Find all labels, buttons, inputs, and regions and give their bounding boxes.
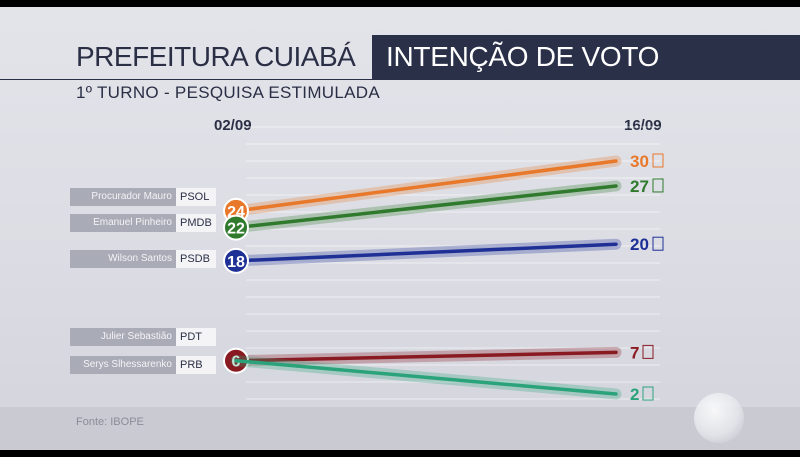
line-chart: 302427222018762 [223,126,664,404]
chart-panel: PREFEITURA CUIABÁ INTENÇÃO DE VOTO 1º TU… [0,7,800,450]
date-label-start: 02/09 [214,117,252,134]
source-note: Fonte: IBOPE [76,416,144,428]
subtitle: 1º TURNO - PESQUISA ESTIMULADA [76,83,380,102]
party-tag [652,236,664,251]
end-value-label: 30 [630,152,649,171]
date-label-end: 16/09 [624,117,662,134]
party-tag [652,153,664,168]
candidate-name: Procurador Mauro [70,188,176,206]
banner-title: INTENÇÃO DE VOTO [386,41,660,72]
footer-band [0,407,800,450]
candidate-party: PSDB [176,250,216,268]
candidate-party: PRB [176,356,216,374]
start-value-label: 22 [227,221,245,238]
series-line [234,184,618,230]
broadcaster-logo [694,393,744,443]
start-value-label: 18 [227,254,245,271]
candidate-name: Wilson Santos [70,250,176,268]
candidate-name: Emanuel Pinheiro [70,214,176,232]
page-title: PREFEITURA CUIABÁ [76,41,356,72]
start-point [223,247,249,274]
candidate-party: PDT [176,328,216,346]
title-underline [0,79,372,80]
candidate-party: PSOL [176,188,216,206]
party-tag [642,344,654,359]
end-value-label: 2 [630,385,639,404]
title-banner [372,35,800,80]
series-line [234,242,618,263]
series-line [234,350,618,363]
party-tag [652,178,664,193]
end-value-label: 7 [630,343,639,362]
series-line [234,159,618,213]
series-line [234,358,618,396]
start-point [223,214,249,241]
candidate-name: Serys Slhessarenko [70,356,176,374]
candidate-party: PMDB [176,214,216,232]
end-value-label: 20 [630,235,649,254]
party-tag [642,386,654,401]
candidate-name: Julier Sebastião [70,328,176,346]
end-value-label: 27 [630,177,649,196]
